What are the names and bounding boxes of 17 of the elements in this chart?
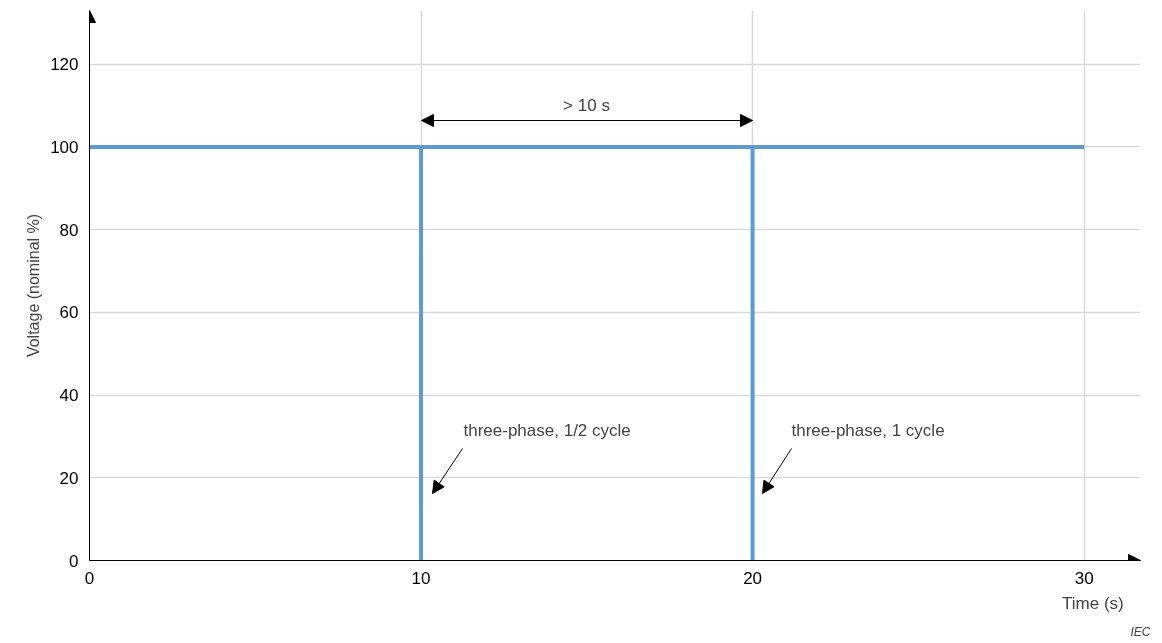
y-tick-label: 80 [59, 220, 79, 240]
y-axis-title: Voltage (nominal %) [25, 213, 43, 358]
annotation: three-phase, 1/2 cycle [463, 420, 631, 440]
y-tick-label: 60 [59, 303, 79, 323]
text: IEC [1130, 624, 1151, 639]
y-tick-label: 20 [59, 468, 79, 488]
y-tick-label: 100 [50, 137, 79, 157]
y-tick-label: 40 [59, 386, 79, 406]
annotation: three-phase, 1 cycle [791, 420, 945, 440]
x-tick-label: 20 [743, 568, 763, 588]
x-tick-label: 0 [84, 568, 95, 588]
x-axis-title: Time (s) [1062, 593, 1124, 613]
x-tick-label: 30 [1074, 568, 1094, 588]
x-tick-label: 10 [411, 568, 431, 588]
annotation: > 10 s [563, 95, 610, 115]
y-tick-label: 120 [50, 55, 79, 75]
y-tick-label: 0 [69, 551, 79, 571]
